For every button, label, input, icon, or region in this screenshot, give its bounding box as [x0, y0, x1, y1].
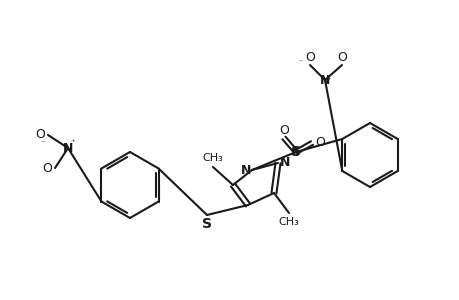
Text: CH₃: CH₃ [278, 217, 299, 227]
Text: ⁻: ⁻ [298, 58, 302, 67]
Text: N: N [279, 157, 290, 169]
Text: S: S [202, 217, 212, 231]
Text: O: O [35, 128, 45, 142]
Text: O: O [304, 50, 314, 64]
Text: ⁺: ⁺ [71, 139, 75, 148]
Text: O: O [336, 50, 346, 64]
Text: CH₃: CH₃ [202, 153, 223, 163]
Text: O: O [279, 124, 288, 136]
Text: N: N [319, 74, 330, 86]
Text: O: O [42, 161, 52, 175]
Text: O: O [314, 136, 324, 149]
Text: ⁺: ⁺ [326, 76, 330, 85]
Text: ⁻: ⁻ [41, 139, 45, 148]
Text: N: N [241, 164, 251, 176]
Text: S: S [291, 145, 300, 159]
Text: N: N [63, 142, 73, 154]
